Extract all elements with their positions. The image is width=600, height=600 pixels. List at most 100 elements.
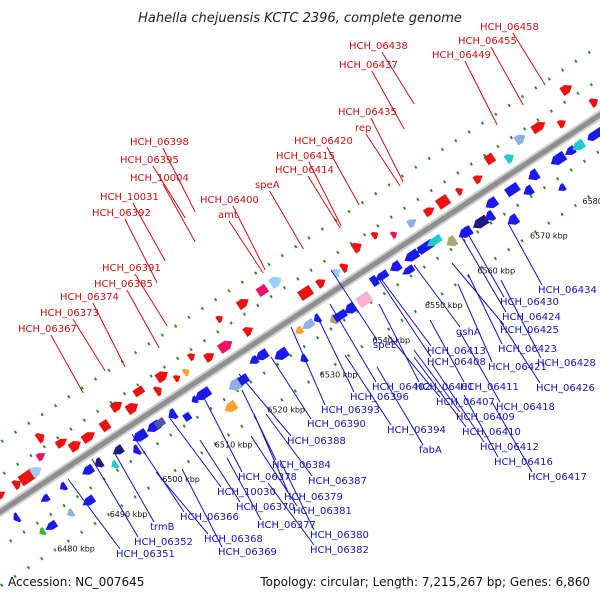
lower-gene-label: HCH_06384 — [272, 460, 331, 471]
gene-upper — [588, 98, 599, 108]
upper-leader-line — [92, 302, 126, 368]
kbp-tick-label: 6580 kbp — [583, 197, 600, 206]
upper-gene-label: HCH_06385 — [94, 279, 153, 290]
gene-upper — [67, 440, 81, 453]
gene-lower — [404, 248, 421, 262]
gene-lower — [249, 354, 260, 364]
lower-gene-label: HCH_06409 — [456, 412, 515, 423]
gene-upper — [255, 283, 270, 298]
lower-gene-label: HCH_10030 — [217, 487, 276, 498]
lower-leader-line — [290, 326, 326, 406]
lower-leader-line — [376, 366, 424, 446]
gene-upper — [124, 403, 139, 416]
lower-gene-label: HCH_06369 — [218, 547, 277, 558]
lower-leader-line — [131, 433, 185, 513]
upper-gene-label: HCH_06458 — [480, 22, 539, 33]
gene-upper — [331, 268, 341, 279]
lower-leader-line — [491, 401, 533, 473]
gene-upper — [454, 187, 463, 196]
lower-gene-label: HCH_06351 — [116, 549, 175, 560]
gene-lower — [294, 325, 305, 334]
upper-leader-line — [308, 161, 342, 227]
lower-leader-line — [113, 451, 155, 523]
lower-gene-label: HCH_06370 — [236, 502, 295, 513]
lower-gene-label: HCH_06387 — [308, 476, 367, 487]
lower-gene-label: HCH_06368 — [204, 534, 263, 545]
gene-lower — [390, 259, 403, 272]
gene-lower — [255, 348, 270, 361]
upper-gene-label: HCH_10031 — [100, 192, 159, 203]
lower-gene-label: HCH_06418 — [496, 402, 555, 413]
lower-leader-line — [463, 394, 499, 458]
upper-gene-label: HCH_06415 — [276, 151, 335, 162]
gene-upper — [350, 242, 362, 254]
gene-lower — [168, 408, 179, 420]
gene-upper — [406, 219, 417, 229]
lower-leader-line — [457, 283, 493, 363]
lower-gene-label: HCH_06393 — [321, 405, 380, 416]
upper-leader-line — [132, 202, 166, 262]
lower-gene-label: HCH_06413 — [427, 346, 486, 357]
lower-gene-label: HCH_06411 — [460, 382, 519, 393]
gene-lower — [587, 133, 595, 142]
lower-leader-line — [168, 416, 222, 488]
gene-upper — [35, 453, 46, 462]
lower-gene-label: HCH_06401 — [415, 382, 474, 393]
gene-lower — [82, 463, 96, 475]
lower-gene-label: trmB — [150, 522, 175, 533]
kbp-tick-label: 6540 kbp — [372, 336, 410, 345]
gene-lower — [274, 346, 290, 360]
gene-lower — [302, 318, 316, 329]
lower-leader-line — [155, 471, 209, 535]
upper-leader-line — [124, 218, 158, 284]
lower-leader-line — [378, 303, 420, 383]
lower-gene-label: HCH_06377 — [257, 520, 316, 531]
gene-upper — [187, 353, 196, 362]
upper-gene-label: HCH_06449 — [432, 50, 491, 61]
lower-gene-label: HCH_06412 — [480, 442, 539, 453]
gene-upper — [530, 121, 546, 135]
lower-gene-label: HCH_06394 — [387, 425, 446, 436]
lower-gene-label: HCH_06430 — [500, 297, 559, 308]
gene-upper — [242, 327, 253, 337]
lower-leader-line — [413, 264, 461, 328]
gene-lower — [111, 459, 120, 469]
gene-lower — [550, 150, 568, 166]
lower-gene-label: HCH_06417 — [528, 472, 587, 483]
gene-upper — [80, 432, 95, 445]
kbp-tick-label: 6530 kbp — [320, 371, 358, 380]
gene-lower — [39, 527, 47, 536]
upper-gene-label: HCH_10004 — [130, 173, 189, 184]
lower-leader-line — [270, 356, 312, 420]
upper-gene-label: HCH_06435 — [338, 107, 397, 118]
gene-lower — [132, 428, 149, 442]
lower-leader-line — [329, 303, 377, 383]
lower-gene-label: HCH_06396 — [350, 392, 409, 403]
lower-leader-line — [378, 278, 432, 358]
gene-upper — [503, 154, 515, 165]
upper-leader-line — [162, 183, 196, 243]
upper-leader-line — [464, 60, 498, 126]
gene-upper — [483, 152, 497, 166]
lower-leader-line — [201, 393, 243, 473]
upper-gene-label: rep — [355, 123, 371, 134]
gene-upper — [34, 432, 45, 444]
gene-upper — [434, 193, 452, 211]
upper-leader-line — [370, 117, 404, 183]
gene-upper — [513, 134, 526, 146]
lower-leader-line — [459, 233, 507, 313]
upper-gene-label: HCH_06420 — [294, 136, 353, 147]
lower-gene-label: HCH_06390 — [307, 419, 366, 430]
gene-upper — [203, 353, 215, 363]
lower-gene-label: HCH_06425 — [500, 325, 559, 336]
lower-leader-line — [265, 413, 313, 477]
upper-leader-line — [269, 190, 304, 250]
gene-lower — [224, 399, 239, 413]
lower-gene-label: HCH_06408 — [427, 357, 486, 368]
gene-upper — [154, 371, 168, 384]
upper-gene-label: HCH_06373 — [40, 308, 99, 319]
gene-lower — [67, 508, 76, 517]
gene-lower — [59, 481, 69, 491]
lower-leader-line — [459, 331, 501, 403]
gene-lower — [133, 444, 142, 455]
